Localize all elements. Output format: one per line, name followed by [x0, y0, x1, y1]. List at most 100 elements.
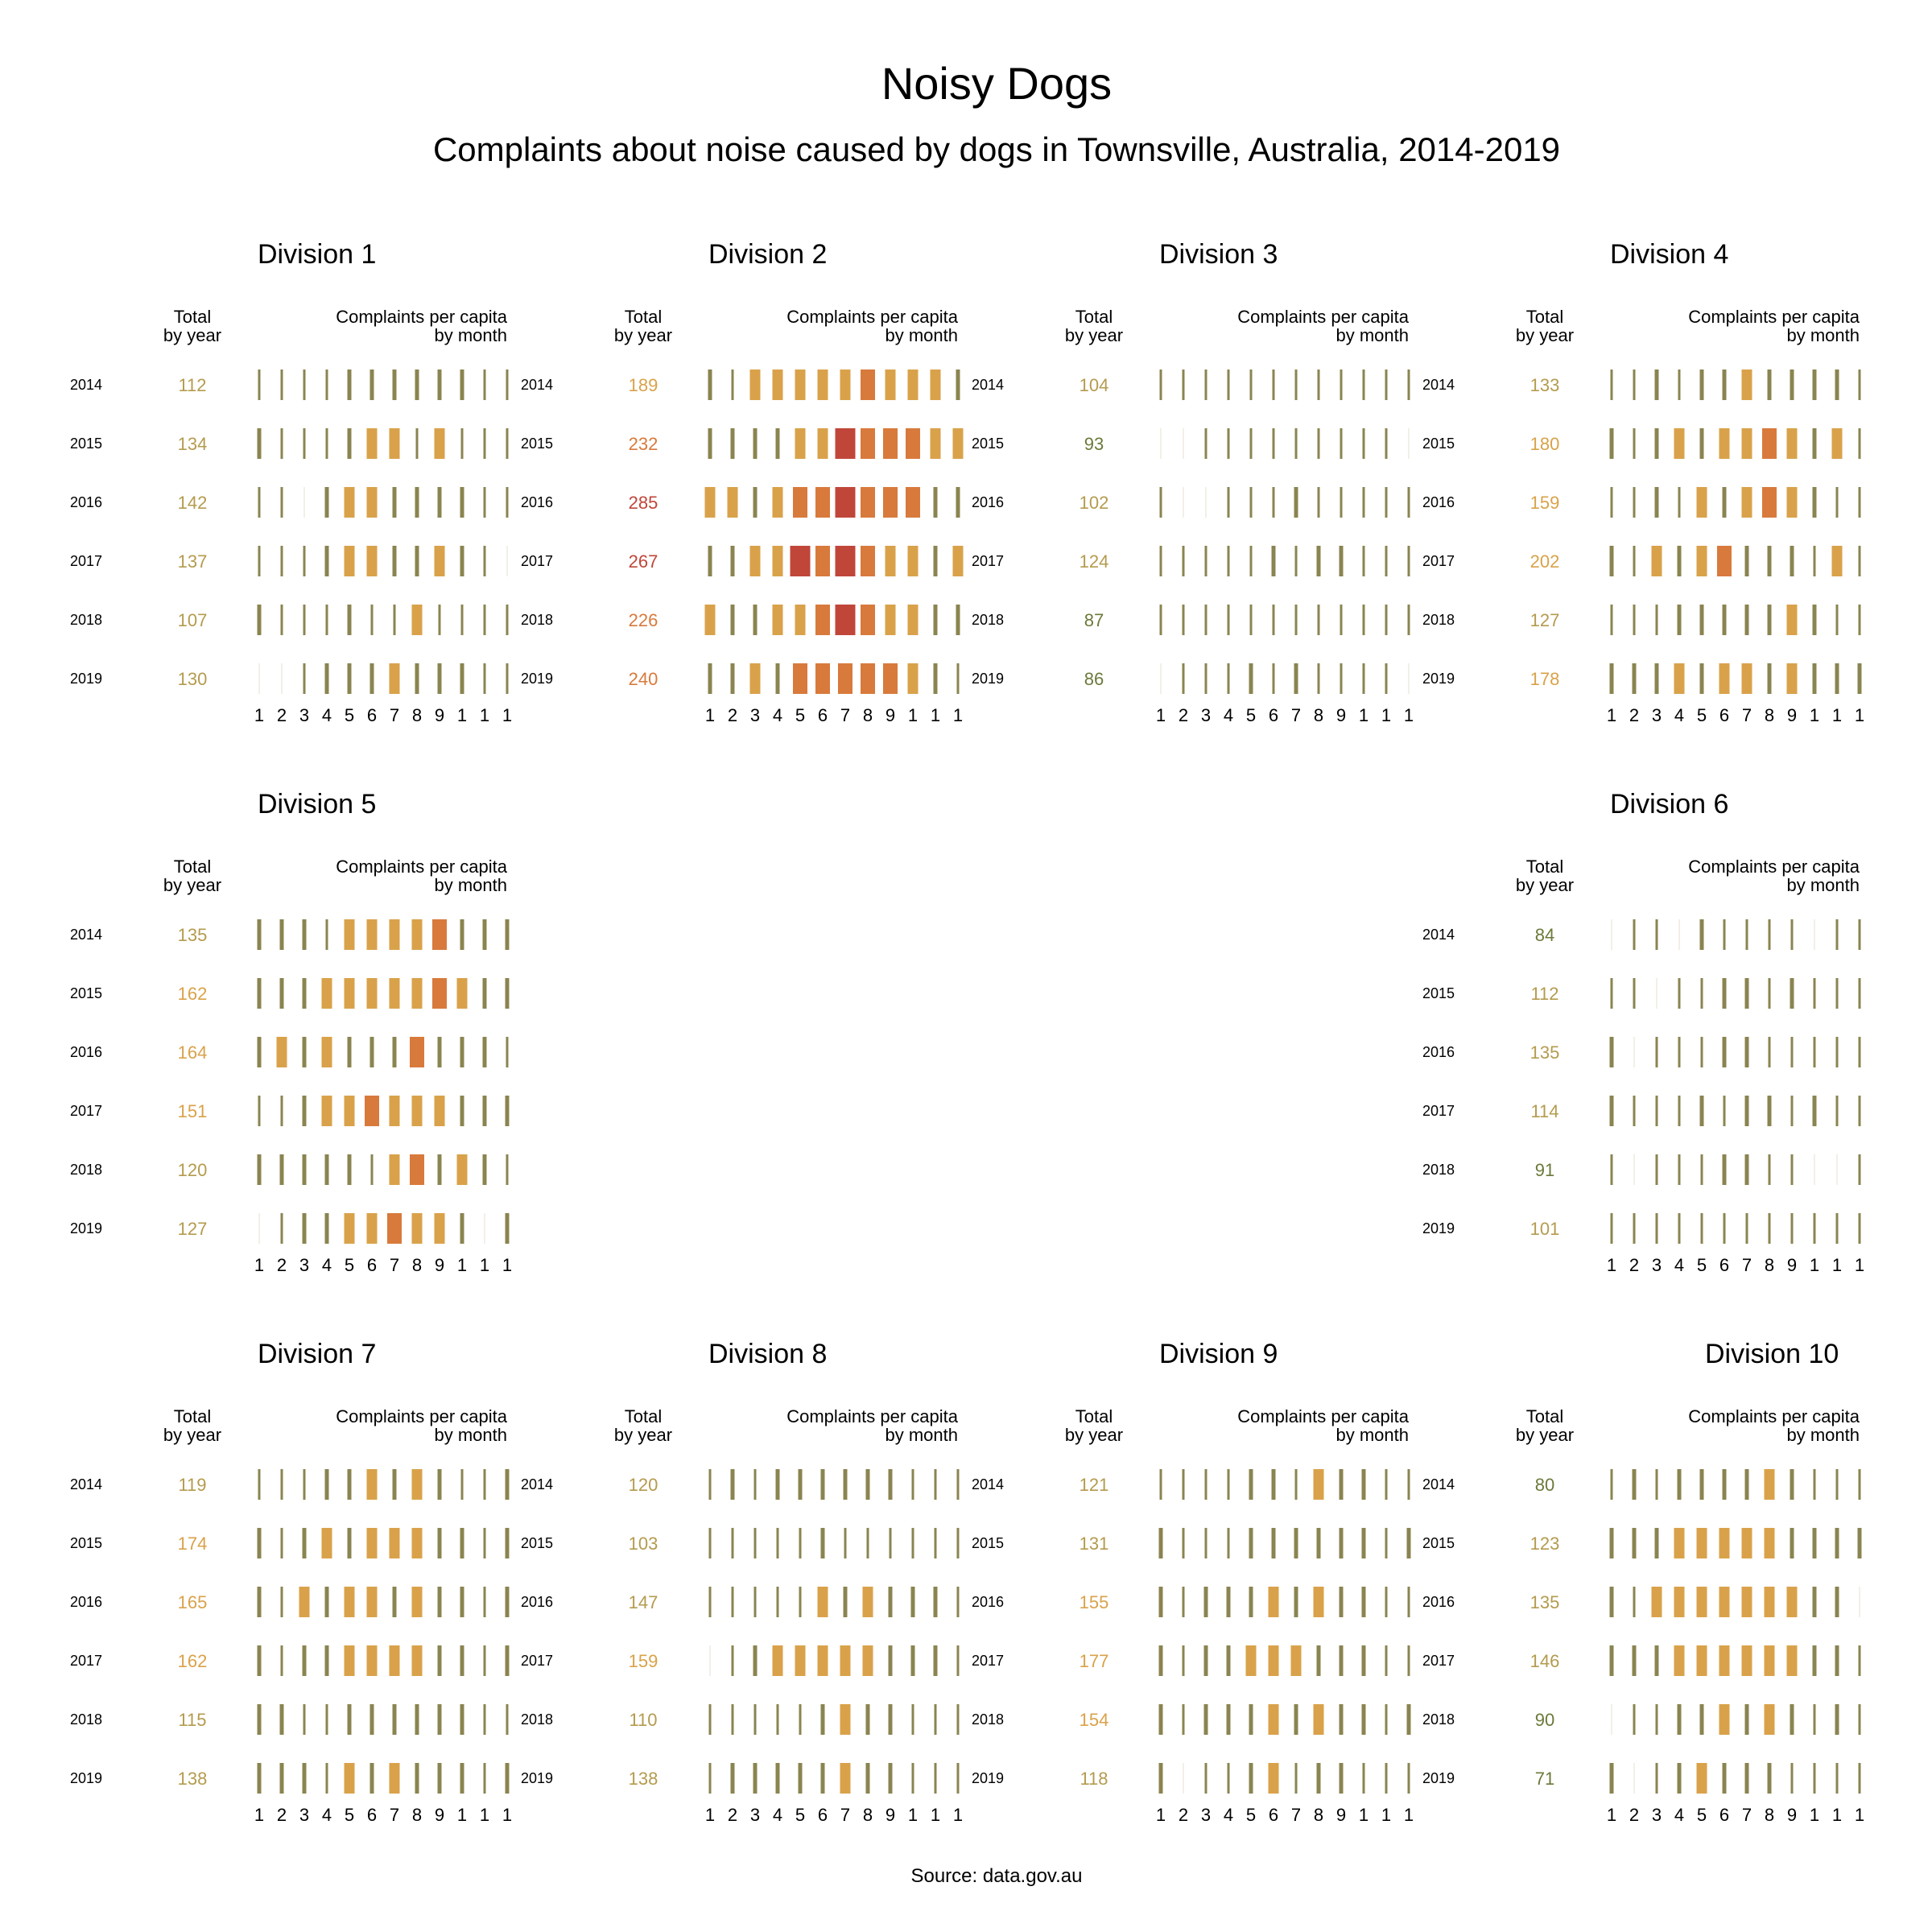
month-bar: [1699, 663, 1704, 694]
month-bar: [1271, 1469, 1276, 1500]
month-bar: [321, 1096, 332, 1126]
month-bar: [1744, 1704, 1749, 1735]
monthly-header: Complaints per capita: [1688, 1406, 1860, 1426]
month-tick-label: 4: [1674, 705, 1684, 725]
month-bar: [843, 1587, 848, 1617]
month-bar: [817, 369, 828, 400]
month-bar: [820, 1469, 825, 1500]
month-bar: [325, 369, 328, 400]
month-bar: [303, 1704, 306, 1735]
year-label: 2015: [1422, 1535, 1455, 1551]
month-bar: [321, 978, 332, 1009]
month-bar: [1722, 1154, 1727, 1185]
month-bar: [280, 1096, 283, 1126]
division-title: Division 7: [258, 1339, 376, 1369]
month-bar: [411, 1528, 423, 1558]
month-bar: [1268, 1763, 1279, 1794]
month-tick-label: 7: [840, 1805, 850, 1825]
month-bar: [280, 1645, 283, 1676]
year-label: 2018: [521, 612, 553, 628]
month-bar: [325, 1763, 328, 1794]
month-bar: [956, 1763, 960, 1794]
year-label: 2017: [70, 1653, 102, 1669]
month-bar: [410, 1037, 424, 1067]
month-tick-label: 1: [1359, 705, 1368, 725]
month-bar: [772, 369, 783, 400]
month-bar: [1362, 1763, 1365, 1794]
month-tick-label: 9: [1336, 1805, 1346, 1825]
month-bar: [731, 1528, 734, 1558]
year-label: 2019: [70, 1770, 102, 1786]
month-tick-label: 1: [908, 705, 918, 725]
month-bar: [1812, 1645, 1817, 1676]
month-bar: [1361, 1587, 1366, 1617]
month-bar: [1183, 428, 1184, 459]
month-bar: [411, 1213, 423, 1244]
month-bar: [482, 1096, 487, 1126]
month-bar: [772, 487, 783, 518]
month-bar: [506, 369, 509, 400]
month-bar: [1674, 1645, 1685, 1676]
year-label: 2015: [70, 985, 102, 1001]
month-bar: [392, 1037, 397, 1067]
month-bar: [437, 1704, 442, 1735]
month-bar: [1835, 663, 1839, 694]
month-bar: [790, 546, 811, 576]
month-bar: [840, 1645, 851, 1676]
month-tick-label: 1: [1810, 1255, 1819, 1275]
month-bar: [1790, 1037, 1794, 1067]
month-tick-label: 8: [1314, 705, 1323, 725]
month-bar: [392, 1587, 397, 1617]
month-bar: [1362, 369, 1365, 400]
month-bar: [1272, 487, 1275, 518]
month-bar: [1158, 1587, 1163, 1617]
month-bar: [389, 1154, 400, 1185]
month-bar: [1249, 1763, 1253, 1794]
month-bar: [708, 546, 712, 576]
total-header: by year: [163, 875, 221, 895]
month-bar: [1835, 1528, 1839, 1558]
month-tick-label: 2: [277, 1805, 287, 1825]
month-bar: [302, 1645, 307, 1676]
month-tick-label: 1: [1832, 705, 1842, 725]
month-bar: [1385, 428, 1388, 459]
monthly-header: Complaints per capita: [786, 1406, 959, 1426]
month-bar: [1609, 546, 1614, 576]
year-label: 2019: [972, 671, 1004, 687]
year-label: 2018: [1422, 1711, 1455, 1728]
year-label: 2018: [1422, 612, 1455, 628]
month-bar: [1408, 428, 1410, 459]
month-bar: [1677, 1704, 1682, 1735]
month-tick-label: 1: [1810, 705, 1819, 725]
total-value: 119: [178, 1475, 206, 1495]
year-label: 2015: [70, 1535, 102, 1551]
total-header: by year: [1516, 325, 1574, 345]
month-bar: [1835, 1213, 1839, 1244]
month-bar: [1313, 1469, 1324, 1500]
month-bar: [1767, 1763, 1772, 1794]
month-bar: [708, 1587, 712, 1617]
month-bar: [482, 1154, 487, 1185]
month-bar: [907, 546, 919, 576]
month-bar: [1361, 1469, 1366, 1500]
month-bar: [1407, 1587, 1410, 1617]
total-value: 84: [1535, 925, 1554, 945]
year-label: 2019: [1422, 1220, 1455, 1236]
month-bar: [1339, 546, 1344, 576]
total-value: 159: [629, 1651, 658, 1671]
month-bar: [1294, 546, 1298, 576]
month-bar: [369, 1037, 374, 1067]
month-bar: [883, 428, 898, 459]
month-tick-label: 1: [908, 1805, 918, 1825]
total-value: 165: [178, 1592, 208, 1612]
month-tick-label: 3: [1201, 1805, 1211, 1825]
month-bar: [1655, 1763, 1658, 1794]
month-bar: [258, 487, 261, 518]
month-tick-label: 4: [1674, 1805, 1684, 1825]
month-bar: [1719, 1645, 1730, 1676]
month-bar: [347, 605, 352, 635]
month-bar: [1249, 1528, 1253, 1558]
month-bar: [730, 428, 735, 459]
year-label: 2017: [1422, 1653, 1455, 1669]
month-bar: [775, 663, 780, 694]
